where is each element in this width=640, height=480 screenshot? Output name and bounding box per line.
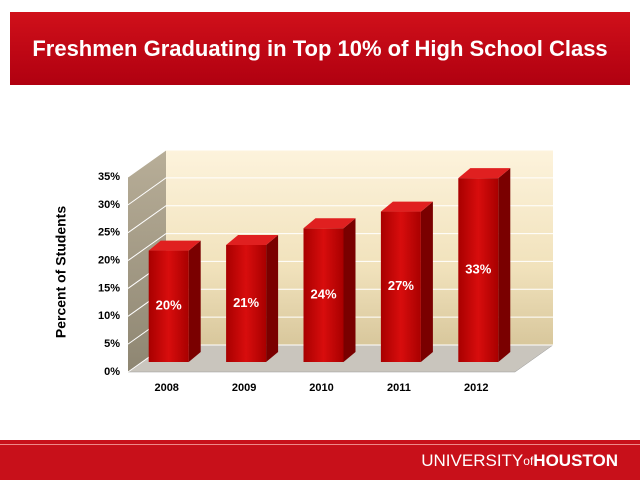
bar-top xyxy=(226,235,279,245)
footer-line xyxy=(0,444,640,445)
bar xyxy=(380,211,421,362)
x-tick-label: 2009 xyxy=(232,382,256,394)
logo-houston: HOUSTON xyxy=(533,451,618,470)
bar xyxy=(148,250,189,362)
grid-line xyxy=(127,149,553,178)
bar xyxy=(458,178,499,362)
plot: 0% 5% 10% 15% 20% 25% 30% 35% 2008 20% 2009 21% 2010… xyxy=(98,149,554,394)
bar-top xyxy=(303,218,356,229)
logo-university: UNIVERSITY xyxy=(421,451,523,470)
logo-of: of xyxy=(523,454,534,468)
y-tick-label: 0% xyxy=(104,366,120,378)
y-tick-label: 15% xyxy=(98,282,120,294)
bar xyxy=(226,245,267,362)
y-tick-label: 20% xyxy=(98,254,120,266)
x-tick-label: 2008 xyxy=(154,382,178,394)
x-tick-label: 2012 xyxy=(464,382,488,394)
y-tick-label: 30% xyxy=(98,199,120,211)
value-label: 27% xyxy=(388,278,414,293)
grid-line xyxy=(127,177,553,206)
bar-side xyxy=(266,235,279,362)
y-tick-label: 25% xyxy=(98,227,120,239)
bar-top xyxy=(148,240,201,251)
y-tick-label: 10% xyxy=(98,310,120,322)
bar-top xyxy=(458,168,511,179)
value-label: 24% xyxy=(310,287,336,302)
bar-side xyxy=(498,168,511,362)
bar-side xyxy=(420,201,433,362)
footer-band xyxy=(0,440,640,480)
y-axis-label: Percent of Students xyxy=(53,206,69,338)
y-tick-label: 35% xyxy=(98,171,120,183)
value-label: 21% xyxy=(233,295,259,310)
bar-side xyxy=(188,240,201,362)
y-tick-label: 5% xyxy=(104,338,120,350)
value-label: 33% xyxy=(465,262,491,277)
bar xyxy=(303,228,344,362)
title-banner xyxy=(10,12,630,85)
bar-side xyxy=(343,218,356,362)
x-tick-label: 2011 xyxy=(387,382,411,394)
bar-top xyxy=(380,201,433,212)
footer-logo: UNIVERSITYofHOUSTON xyxy=(421,451,618,470)
value-label: 20% xyxy=(156,298,182,313)
chart-title: Freshmen Graduating in Top 10% of High S… xyxy=(32,36,607,61)
x-tick-label: 2010 xyxy=(309,382,333,394)
